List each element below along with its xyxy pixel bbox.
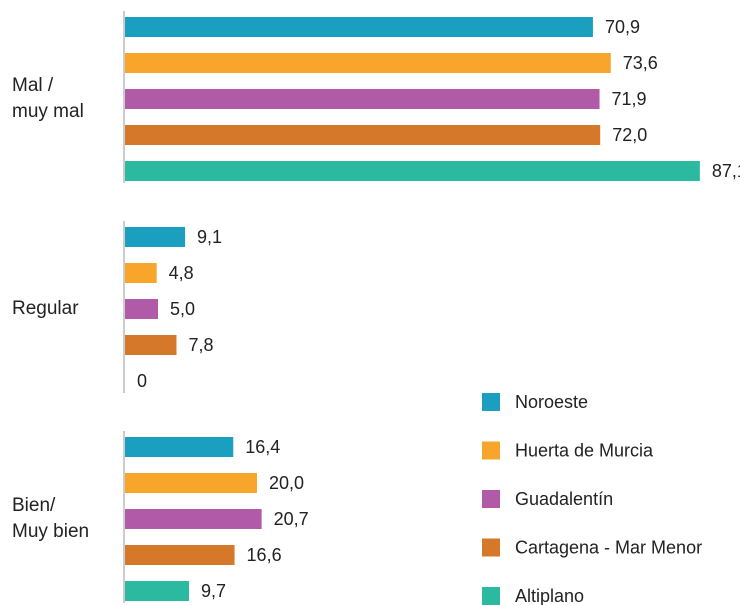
bar — [125, 263, 157, 283]
value-label: 72,0 — [612, 125, 647, 145]
legend-label: Cartagena - Mar Menor — [515, 537, 702, 557]
value-label: 0 — [137, 371, 147, 391]
bar — [125, 227, 186, 247]
value-label: 73,6 — [623, 53, 658, 73]
bar — [125, 473, 257, 493]
value-label: 16,6 — [247, 545, 282, 565]
bar — [125, 437, 234, 457]
legend-label: Guadalentín — [515, 489, 613, 509]
value-label: 70,9 — [605, 17, 640, 37]
bar — [125, 335, 177, 355]
bar — [125, 53, 611, 73]
value-label: 16,4 — [245, 437, 280, 457]
bar — [125, 581, 190, 601]
legend-label: Altiplano — [515, 586, 584, 605]
category-label: Mal / muy mal — [12, 75, 84, 122]
value-label: 9,1 — [197, 227, 222, 247]
value-label: 20,0 — [269, 473, 304, 493]
legend-label: Noroeste — [515, 392, 588, 412]
legend-swatch — [482, 393, 500, 411]
legend-label: Huerta de Murcia — [515, 440, 654, 460]
legend-swatch — [482, 538, 500, 557]
category-label: Bien/ Muy bien — [12, 495, 90, 542]
bar — [125, 161, 700, 181]
value-label: 4,8 — [169, 263, 194, 283]
legend-swatch — [482, 490, 500, 508]
bar — [125, 89, 600, 109]
bar — [125, 17, 593, 37]
value-label: 20,7 — [274, 509, 309, 529]
value-label: 71,9 — [612, 89, 647, 109]
bar — [125, 509, 262, 529]
bar — [125, 125, 601, 145]
legend-swatch — [482, 441, 500, 460]
bar — [125, 299, 158, 319]
value-label: 5,0 — [170, 299, 195, 319]
value-label: 7,8 — [188, 335, 213, 355]
legend-swatch — [482, 587, 500, 605]
value-label: 87,1 — [712, 161, 740, 181]
bar — [125, 545, 235, 565]
category-label: Regular — [12, 298, 79, 319]
value-label: 9,7 — [201, 581, 226, 601]
